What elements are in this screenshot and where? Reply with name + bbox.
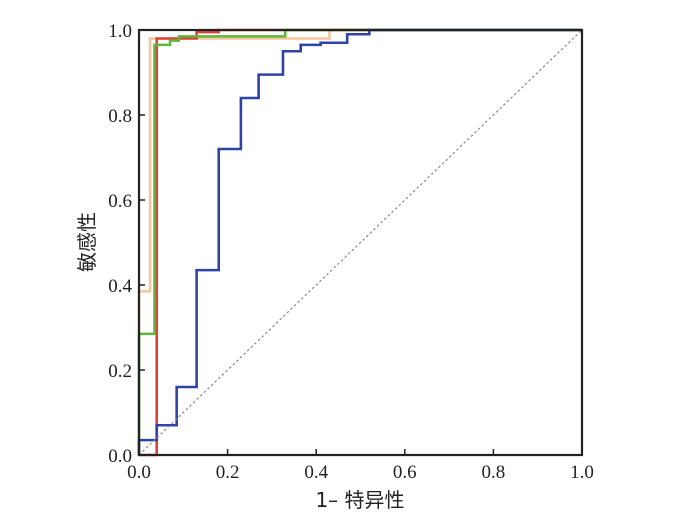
x-axis: 0.0 0.2 0.4 0.6 0.8 1.0 [127,449,594,483]
y-tick-label: 0.2 [108,361,132,382]
x-tick-label: 1.0 [570,462,594,483]
y-tick-label: 0.6 [108,191,132,212]
x-tick-label: 0.8 [482,462,506,483]
y-tick-label: 0.4 [108,276,132,297]
x-axis-title: 1– 特异性 [315,488,404,512]
plot-lines [137,28,583,457]
x-tick-label: 0.6 [393,462,417,483]
y-axis-title: 敏感性 [75,212,99,272]
x-tick-label: 0.0 [127,462,151,483]
roc-curve-3 [137,28,582,455]
y-tick-label: 0.8 [108,106,132,127]
x-tick-label: 0.2 [216,462,240,483]
y-tick-label: 0.0 [108,446,132,467]
roc-curve-4 [137,28,582,455]
reference-diagonal-line [138,29,583,456]
y-axis: 0.0 0.2 0.4 0.6 0.8 1.0 [108,21,145,467]
plot-frame [137,28,584,457]
x-tick-label: 0.4 [304,462,328,483]
y-tick-label: 1.0 [108,21,132,42]
